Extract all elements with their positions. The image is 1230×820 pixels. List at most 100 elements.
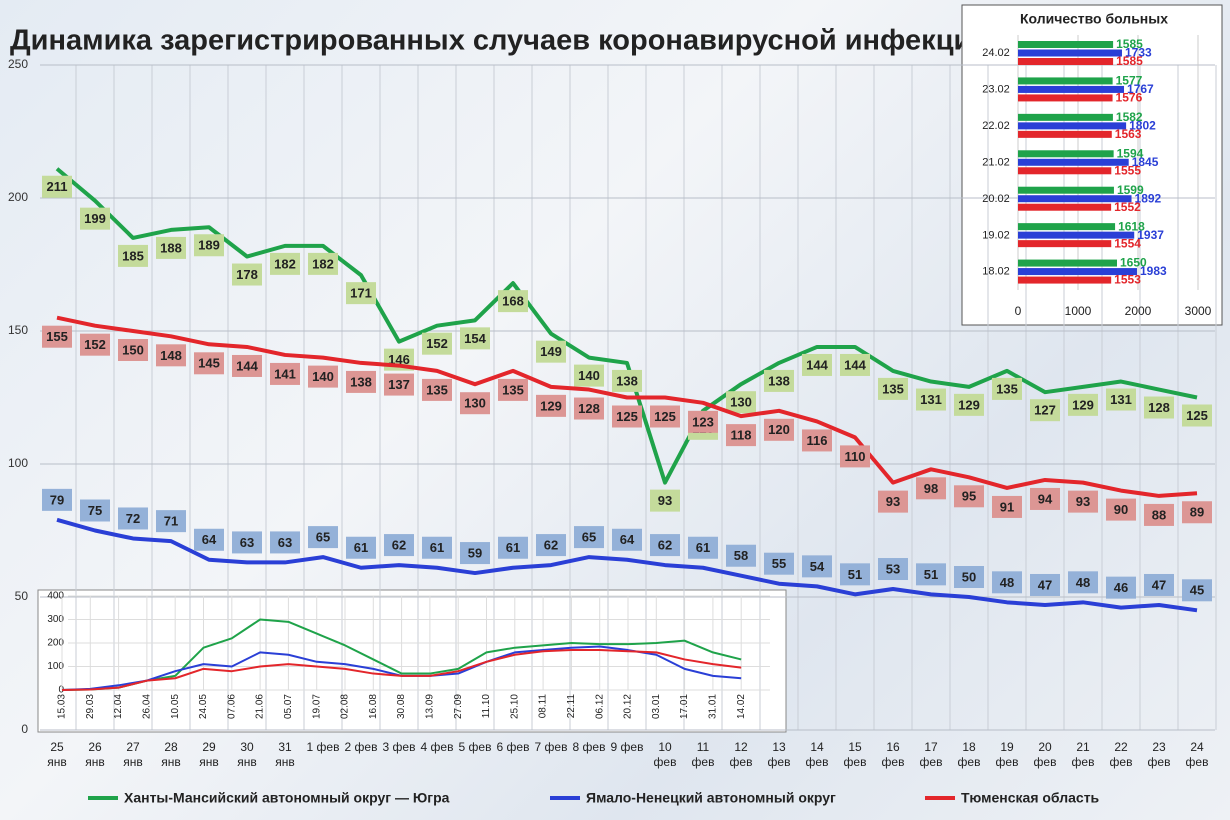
x-tick-label: 7 фев [535,740,568,754]
data-label: 62 [392,538,406,553]
x-tick-label: 24.05 [198,694,209,719]
data-label: 71 [164,514,178,529]
data-label-box [270,252,300,275]
bar [1018,113,1113,121]
data-label-box [612,528,642,551]
data-label: 1618 [1118,219,1145,233]
data-label: 53 [886,561,900,576]
data-label-box [536,534,566,557]
data-label-box [1182,404,1212,427]
data-label: 1555 [1114,163,1141,177]
data-label: 135 [996,381,1018,396]
x-tick-label: 17 фев [920,740,943,769]
data-label-box [118,339,148,361]
x-tick-label: 17.01 [679,694,690,719]
data-label: 148 [160,348,182,363]
data-label: 127 [1034,403,1056,418]
series-line [61,618,742,691]
data-label: 1937 [1137,228,1164,242]
x-tick-label: 0 [1015,304,1022,318]
data-label: 130 [730,395,752,410]
y-tick-label: 20.02 [982,193,1010,205]
data-label: 152 [84,337,106,352]
x-tick-label: 19 фев [996,740,1019,769]
data-label: 65 [316,530,330,545]
data-label-box [802,429,832,452]
legend-label: Ямало-Ненецкий автономный округ [586,790,836,806]
data-label: 61 [430,540,444,555]
data-label-box [536,340,566,363]
data-label: 154 [464,331,486,346]
data-label: 118 [731,428,752,443]
data-label: 61 [696,540,710,555]
bar [1018,41,1114,48]
data-label-box [878,377,908,400]
data-label-box [384,534,414,557]
data-label: 1892 [1135,191,1162,205]
data-label-box [422,378,452,401]
data-label: 150 [122,342,144,357]
data-label: 50 [962,569,976,584]
data-label-box [460,327,490,350]
data-label: 135 [426,382,448,397]
data-label: 140 [578,368,600,383]
x-tick-label: 28 янв [161,740,181,769]
bar [1018,195,1132,203]
y-tick-label: 19.02 [982,229,1010,241]
data-label: 93 [1076,494,1090,509]
data-label: 54 [810,559,825,574]
x-tick-label: 1000 [1065,304,1092,318]
series-line [56,517,1198,613]
data-label: 48 [1076,575,1090,590]
data-label-box [232,531,262,554]
data-label: 131 [1110,392,1132,407]
y-tick-label: 300 [47,614,64,625]
y-tick-label: 250 [8,57,28,71]
data-label: 131 [920,392,942,407]
bar [1018,167,1112,175]
x-tick-label: 9 фев [611,740,644,754]
data-label-box [1068,393,1098,416]
data-label-box [384,373,414,396]
data-label-box [346,536,376,559]
data-label-box [1030,487,1060,510]
data-label: 1802 [1129,119,1156,133]
data-label: 1599 [1117,183,1144,197]
x-tick-label: 10 фев [654,740,677,769]
data-label-box [992,571,1022,594]
series-line [55,167,1198,485]
data-label: 45 [1190,583,1204,598]
x-tick-label: 3 фев [383,740,416,754]
data-label: 55 [772,556,786,571]
x-tick-label: 25.10 [509,694,520,719]
data-label-box [498,378,528,401]
data-label-box [1106,388,1136,411]
legend-label: Тюменская область [961,790,1100,806]
x-tick-label: 27 янв [123,740,143,769]
data-label-box [232,354,262,377]
data-label-box [916,388,946,411]
bar [1018,85,1125,93]
data-label-box [878,558,908,581]
data-label: 1845 [1132,155,1159,169]
data-label-box [840,353,870,376]
data-label-box [1144,573,1174,596]
y-tick-label: 0 [21,722,28,736]
data-label-box [194,528,224,551]
data-label: 125 [654,409,676,424]
data-label-box [1182,579,1212,602]
x-tick-label: 05.07 [283,694,294,719]
data-label: 128 [1148,400,1170,415]
data-label: 155 [46,329,68,344]
x-tick-label: 1 фев [307,740,340,754]
bar [1018,276,1112,284]
data-label: 64 [620,532,635,547]
data-label-box [422,332,452,355]
data-label: 48 [1000,575,1014,590]
data-label: 90 [1114,502,1128,517]
x-tick-label: 12.04 [113,694,124,719]
data-label: 88 [1152,507,1166,522]
data-label: 62 [544,538,558,553]
y-tick-label: 150 [8,323,28,337]
data-label-box [574,397,604,420]
